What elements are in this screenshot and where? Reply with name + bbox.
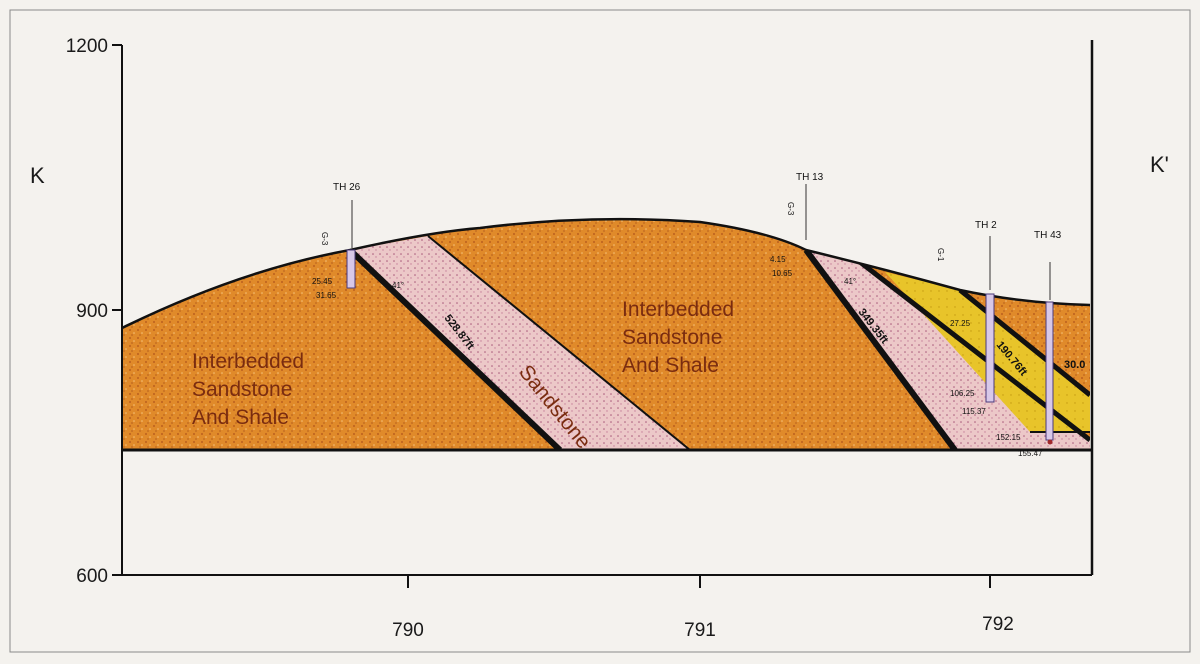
x-tick-label: 791 bbox=[684, 620, 716, 641]
dip-label: 41° bbox=[844, 277, 856, 286]
fault-mark: G-3 bbox=[786, 202, 795, 216]
borehole-column bbox=[347, 250, 355, 288]
borehole-name: TH 26 bbox=[333, 182, 361, 193]
borehole-depth: 31.65 bbox=[316, 291, 337, 300]
unit-label: Sandstone bbox=[192, 378, 292, 401]
borehole-name: TH 43 bbox=[1034, 230, 1062, 241]
borehole-depth: 152.15 bbox=[996, 433, 1021, 442]
borehole-depth: 10.65 bbox=[772, 269, 793, 278]
y-tick-label: 600 bbox=[76, 566, 108, 587]
y-tick-label: 1200 bbox=[66, 36, 108, 57]
fault-mark: G-3 bbox=[320, 232, 329, 246]
borehole-name: TH 2 bbox=[975, 220, 997, 231]
thickness-label: 30.0 bbox=[1064, 359, 1085, 371]
borehole-depth: 115.37 bbox=[962, 407, 986, 416]
unit-label: And Shale bbox=[192, 406, 289, 429]
section-start-label: K bbox=[30, 163, 45, 188]
borehole-column bbox=[1046, 302, 1053, 440]
section-end-label: K' bbox=[1150, 152, 1169, 177]
dip-label: 41° bbox=[392, 281, 404, 290]
borehole-depth: 4.15 bbox=[770, 255, 786, 264]
unit-label: Interbedded bbox=[622, 298, 734, 321]
borehole-name: TH 13 bbox=[796, 172, 824, 183]
borehole-depth: 106.25 bbox=[950, 389, 975, 398]
fault-mark: G-1 bbox=[936, 248, 945, 262]
unit-label: Sandstone bbox=[622, 326, 722, 349]
unit-label: Interbedded bbox=[192, 350, 304, 373]
y-tick-label: 900 bbox=[76, 301, 108, 322]
x-tick-label: 792 bbox=[982, 614, 1014, 635]
borehole-depth: 27.25 bbox=[950, 319, 971, 328]
unit-label: And Shale bbox=[622, 354, 719, 377]
borehole-depth: 25.45 bbox=[312, 277, 333, 286]
x-tick-label: 790 bbox=[392, 620, 424, 641]
borehole-column bbox=[986, 294, 994, 402]
borehole-depth: 155.47 bbox=[1018, 449, 1043, 458]
borehole-bottom-marker bbox=[1048, 440, 1053, 445]
